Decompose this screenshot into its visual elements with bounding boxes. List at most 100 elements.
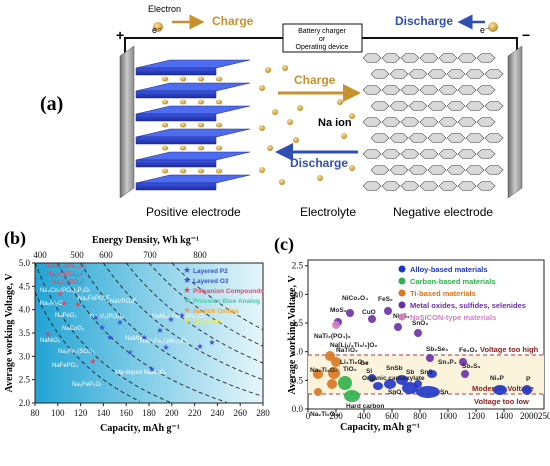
na-ion <box>282 65 288 71</box>
material-label: Mg-doped NaMnO₂ <box>115 370 167 376</box>
na-ion <box>297 105 303 111</box>
charge-label-top: Charge <box>212 14 254 28</box>
material-label: Na₂FePO₄F <box>78 296 110 302</box>
hex-sheet <box>465 133 485 143</box>
legend-text: Polyanion Compounds <box>193 288 264 295</box>
hex-sheet <box>484 165 504 175</box>
panel-b: (b) Energy Density, Wh kg⁻¹ 400 500 600 700… <box>4 228 270 434</box>
plot-b-area <box>34 262 264 404</box>
hex-sheet <box>362 117 382 127</box>
hex-sheet <box>476 85 496 95</box>
x-extra-ticks: 20002500 <box>520 411 550 421</box>
hex-sheet <box>389 165 409 175</box>
material-star: ★ <box>98 323 105 332</box>
material-star: ★ <box>148 365 155 374</box>
iso-energy-curve <box>103 262 264 381</box>
na-ion <box>287 119 293 125</box>
material-star: ★ <box>74 300 81 309</box>
material-label-c: Sb₂S₃ <box>462 363 481 370</box>
panel-a-label: (a) <box>40 93 63 115</box>
material-label-c: Organic carboxylate <box>362 375 425 382</box>
positive-layers <box>135 59 251 191</box>
layer-front <box>135 90 217 99</box>
hex-sheet <box>400 85 420 95</box>
material-label-c: Sn₄P₃ <box>438 359 457 366</box>
material-label-c: SnO <box>388 389 401 396</box>
na-ion <box>259 85 265 91</box>
material-label: NaFeO₂ <box>55 313 77 319</box>
positive-collector <box>119 45 135 199</box>
y-tick-label-c: 0.0 <box>292 404 304 414</box>
legend-star: ★ <box>183 295 191 305</box>
na-ion <box>337 99 343 105</box>
hex-sheet <box>419 149 439 159</box>
hex-sheet <box>381 53 401 63</box>
y-tick-label: 5.0 <box>19 258 31 268</box>
hex-sheet <box>446 101 466 111</box>
ion-label: Na ion <box>318 117 352 129</box>
material-blob <box>346 309 354 317</box>
na-ion <box>279 179 285 185</box>
material-label-c: TiO₂ <box>343 366 357 373</box>
material-blob <box>338 376 352 390</box>
x-tick-label: 80 <box>31 408 41 418</box>
hex-sheet <box>446 133 466 143</box>
hex-sheet <box>408 133 428 143</box>
hex-sheet <box>438 181 458 191</box>
electron-dot-right <box>488 22 498 32</box>
material-star: ★ <box>89 357 96 366</box>
charger-box <box>282 23 363 53</box>
hex-sheet <box>381 85 401 95</box>
na-ion <box>341 133 347 139</box>
material-label-c: Na₂Ti₆O₁₃ <box>310 411 341 418</box>
legend-text: Prussian Blue Analog <box>193 298 260 305</box>
material-label-c: SnO₂ <box>412 320 428 327</box>
intercalated-ion <box>179 168 187 174</box>
iso-energy-curve <box>125 262 264 364</box>
layer-front <box>135 67 217 76</box>
discharge-label-mid: Discharge <box>290 156 348 170</box>
material-star: ★ <box>60 299 67 308</box>
material-label-c: SnS <box>420 369 433 376</box>
legend-text-c: Ti-based materials <box>410 289 476 298</box>
x-tick-label-c: 1400 <box>495 411 514 421</box>
device-line3: Operating device <box>296 44 349 51</box>
hex-sheet <box>362 149 382 159</box>
material-label-c: NaTi₂(PO₄)₃ <box>314 333 351 340</box>
hex-sheet <box>362 181 382 191</box>
y-tick-label: 4.5 <box>19 281 31 291</box>
material-star: ★ <box>156 326 163 335</box>
hex-sheet <box>362 85 382 95</box>
carbon-sheets <box>362 53 504 191</box>
material-label: Na₂CoPO₄F <box>52 280 85 286</box>
intercalated-ion <box>197 99 205 105</box>
material-blob <box>313 369 323 379</box>
top-axis-ticks: 400 500 600 700 800 <box>33 250 207 260</box>
legend-star: ★ <box>183 265 191 275</box>
hex-sheet <box>400 53 420 63</box>
legend-dot <box>398 265 406 273</box>
layer-top <box>135 151 251 161</box>
legend-text-c: Carbon-based materials <box>410 277 495 286</box>
material-blob <box>331 357 341 367</box>
material-blob <box>461 370 469 378</box>
electron-symbol-right: e⁻ <box>480 25 490 35</box>
hex-sheet <box>484 101 504 111</box>
material-labels: NaNi₀.₅Mn₀.₅O₂ Na₃V₂(PO₄)₂F₃ Na₂CoPO₄F Na₃N… <box>40 264 207 388</box>
intercalated-ion <box>215 76 223 82</box>
layer-top <box>135 82 251 92</box>
layer-top <box>135 105 251 115</box>
x-axis-label-c: Capacity, mAh g⁻¹ <box>340 422 420 433</box>
material-blob <box>416 386 440 398</box>
x-tick-label: 100 <box>51 408 65 418</box>
x-tick-label-c: 600 <box>385 411 399 421</box>
iso-energy-curve <box>34 262 172 404</box>
y-tick-label: 3.5 <box>19 328 31 338</box>
material-label-c: P <box>526 376 531 383</box>
layer-front <box>135 159 217 168</box>
legend-star: ★ <box>183 305 191 315</box>
material-blob <box>373 382 383 390</box>
material-star: ★ <box>196 342 203 351</box>
hex-sheet <box>408 69 428 79</box>
y-tick-label-c: 0.5 <box>292 375 304 385</box>
